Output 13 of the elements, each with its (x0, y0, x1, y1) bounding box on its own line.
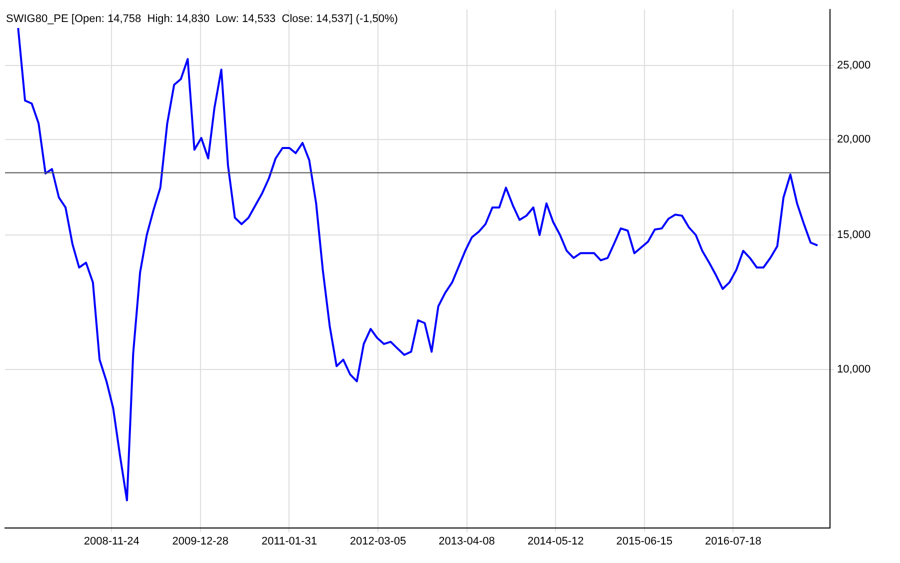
chart-title: SWIG80_PE [Open: 14,758 High: 14,830 Low: 14,533 Close: 14,537] (-1,50%) (6, 13, 398, 26)
x-tick-label: 2013-04-08 (438, 536, 495, 548)
x-tick-label: 2016-07-18 (705, 536, 762, 548)
x-tick-label: 2012-03-05 (350, 536, 406, 548)
y-tick-label: 10,000 (837, 364, 871, 376)
x-tick-label: 2011-01-31 (261, 536, 317, 548)
y-tick-label: 20,000 (837, 134, 871, 146)
x-tick-label: 2008-11-24 (84, 536, 140, 548)
x-tick-label: 2009-12-28 (172, 536, 229, 548)
x-tick-label: 2015-06-15 (616, 536, 673, 548)
y-tick-label: 25,000 (837, 60, 871, 72)
x-tick-label: 2014-05-12 (527, 536, 584, 548)
y-tick-label: 15,000 (837, 229, 871, 242)
